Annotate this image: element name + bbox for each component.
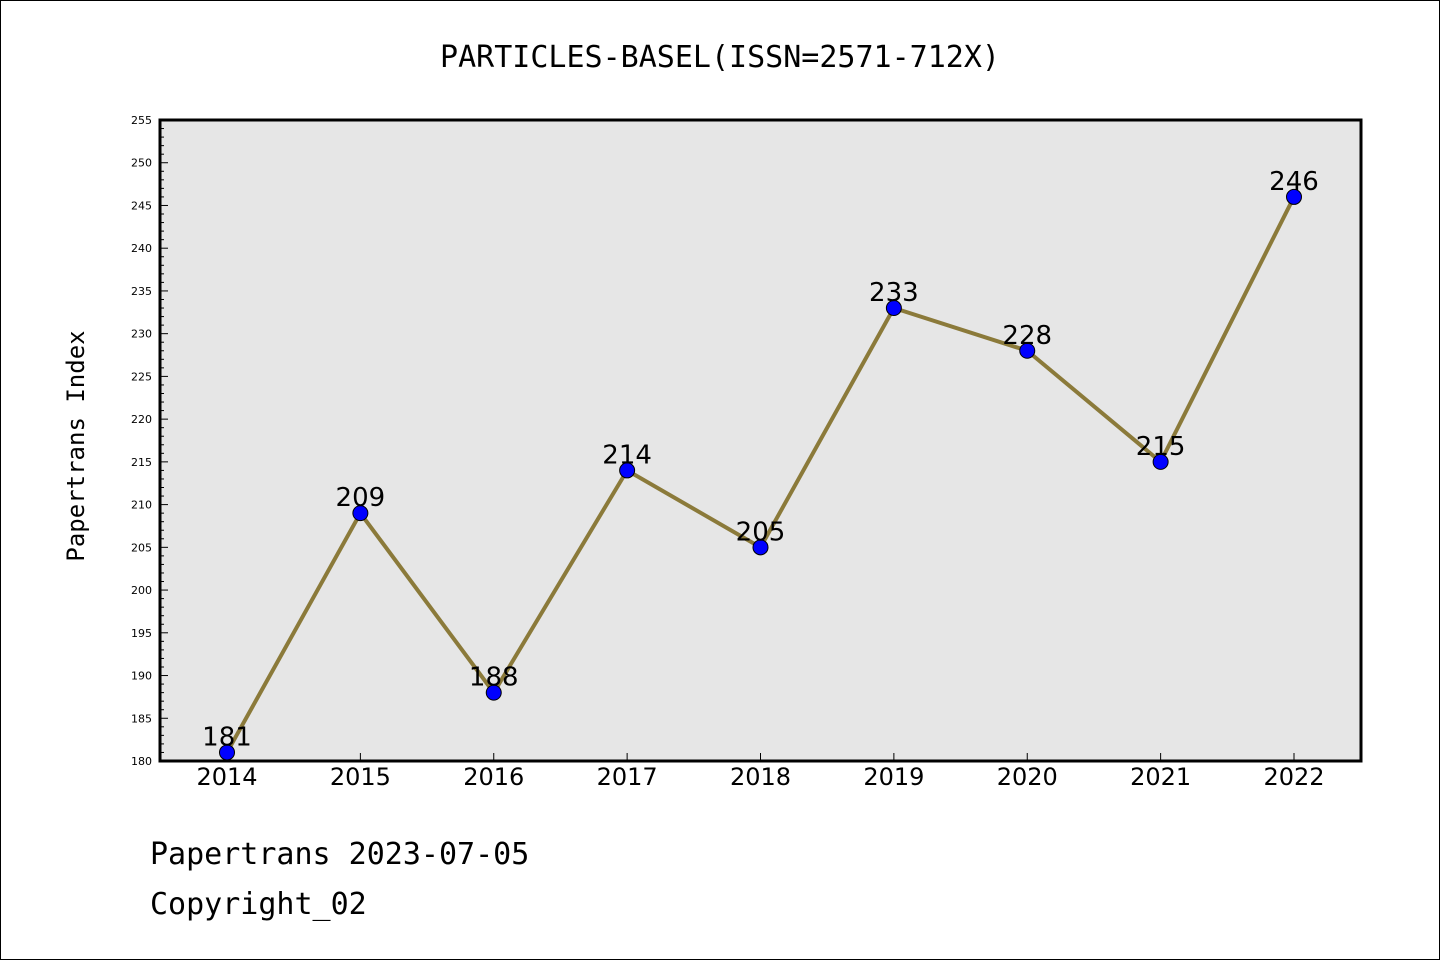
x-tick-label: 2021 xyxy=(1130,763,1191,791)
data-label: 215 xyxy=(1136,432,1186,462)
y-tick-label: 255 xyxy=(131,114,152,127)
data-label: 233 xyxy=(869,278,919,308)
data-point xyxy=(1019,342,1036,359)
y-tick-label: 200 xyxy=(131,584,152,597)
series-group xyxy=(219,188,1302,761)
data-labels-group: 181 209 188 214 205 233 228 215 246 xyxy=(202,167,1319,753)
y-tick-label: 245 xyxy=(131,199,152,212)
data-point xyxy=(1286,188,1302,205)
data-label: 228 xyxy=(1002,321,1052,351)
x-tick-label: 2019 xyxy=(863,763,924,791)
data-point xyxy=(219,744,235,761)
data-point xyxy=(752,539,769,556)
data-label: 246 xyxy=(1269,167,1319,197)
y-tick-label: 235 xyxy=(131,285,152,298)
y-tick-label: 190 xyxy=(131,670,152,683)
data-point xyxy=(1152,453,1169,470)
chart-title: PARTICLES-BASEL(ISSN=2571-712X) xyxy=(440,40,1000,75)
data-point xyxy=(352,505,369,522)
x-tick-label: 2017 xyxy=(597,763,658,791)
y-axis-ticks: 180 185 190 195 200 205 210 215 220 225 230 235 240 2… xyxy=(131,114,168,768)
plot-area xyxy=(158,118,1363,763)
y-tick-label: 220 xyxy=(131,413,152,426)
data-label: 214 xyxy=(602,440,652,470)
y-tick-label: 210 xyxy=(131,499,152,512)
x-axis-ticks: 2014 2015 2016 2017 2018 2019 2020 2021 2022 xyxy=(196,753,1325,791)
x-tick-label: 2018 xyxy=(730,763,791,791)
footer-date: Papertrans 2023-07-05 xyxy=(150,837,529,872)
data-point xyxy=(619,462,636,479)
y-tick-label: 180 xyxy=(131,755,152,768)
data-label: 188 xyxy=(469,663,519,693)
y-tick-label: 225 xyxy=(131,370,152,383)
y-axis-label: Papertrans Index xyxy=(62,330,90,561)
x-tick-label: 2020 xyxy=(997,763,1058,791)
y-tick-label: 250 xyxy=(131,157,152,170)
y-tick-label: 185 xyxy=(131,712,152,725)
data-label: 205 xyxy=(736,517,786,547)
y-tick-label: 195 xyxy=(131,627,152,640)
x-tick-label: 2016 xyxy=(463,763,524,791)
y-tick-label: 215 xyxy=(131,456,152,469)
data-label: 181 xyxy=(202,722,252,752)
footer-copyright: Copyright_02 xyxy=(150,887,367,922)
y-tick-label: 240 xyxy=(131,242,152,255)
data-point xyxy=(885,300,902,317)
x-tick-label: 2015 xyxy=(330,763,391,791)
x-tick-label: 2022 xyxy=(1263,763,1324,791)
x-tick-label: 2014 xyxy=(196,763,257,791)
data-label: 209 xyxy=(336,483,386,513)
data-point xyxy=(485,684,502,701)
y-tick-label: 230 xyxy=(131,328,152,341)
y-tick-label: 205 xyxy=(131,541,152,554)
